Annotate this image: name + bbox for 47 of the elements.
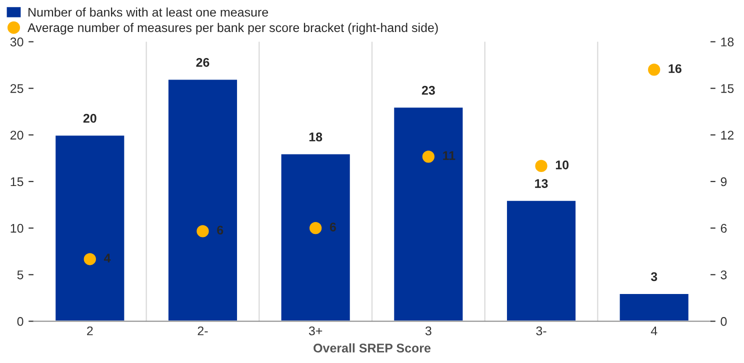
data-label: 16 xyxy=(668,64,682,74)
y-tick-label: 10 xyxy=(10,224,24,233)
y-tick-label: 0 xyxy=(17,317,24,326)
y-tick-label: 15 xyxy=(10,177,24,186)
data-label: 18 xyxy=(309,132,322,142)
data-label: 3 xyxy=(650,272,658,282)
bar xyxy=(54,134,126,322)
data-label: 11 xyxy=(443,151,456,160)
bar xyxy=(392,106,464,322)
x-tick-label: 4 xyxy=(650,326,658,336)
data-label: 26 xyxy=(196,58,210,67)
bar xyxy=(506,199,577,322)
x-tick-label: 3 xyxy=(425,326,432,336)
point xyxy=(310,222,322,234)
x-tick-label: 2 xyxy=(87,326,93,336)
y2-tick-label: 0 xyxy=(720,317,727,326)
y-tick-label: 20 xyxy=(10,130,24,140)
data-label: 10 xyxy=(556,160,569,170)
data-label: 6 xyxy=(330,222,336,232)
y-tick-label: 25 xyxy=(10,84,24,93)
point xyxy=(84,253,96,266)
y2-tick-label: 15 xyxy=(721,84,734,93)
y2-tick-label: 12 xyxy=(721,130,734,140)
legend-label: Average number of measures per bank per score bracket (right-hand side) xyxy=(28,22,438,35)
y2-tick-label: 18 xyxy=(721,38,734,46)
y2-tick-label: 6 xyxy=(720,224,727,233)
data-label: 20 xyxy=(83,114,96,123)
x-tick-label: 3+ xyxy=(308,326,322,336)
point xyxy=(535,160,548,172)
bar xyxy=(618,292,690,322)
bar xyxy=(167,78,238,322)
x-tick-label: 2- xyxy=(198,326,208,336)
point xyxy=(196,225,209,238)
x-axis-title: Overall SREP Score xyxy=(314,343,431,353)
y-tick-label: 5 xyxy=(17,270,24,280)
data-label: 13 xyxy=(535,179,548,188)
y-tick-label: 30 xyxy=(10,38,24,46)
y2-tick-label: 9 xyxy=(720,177,727,186)
legend-label: Number of banks with at least one measure xyxy=(28,8,268,17)
data-label: 6 xyxy=(217,226,224,235)
bar xyxy=(280,152,352,322)
data-label: 23 xyxy=(422,86,435,95)
data-label: 4 xyxy=(104,254,111,262)
point xyxy=(648,64,660,76)
point xyxy=(422,150,434,163)
x-tick-label: 3- xyxy=(536,326,546,336)
y2-tick-label: 3 xyxy=(720,270,727,280)
